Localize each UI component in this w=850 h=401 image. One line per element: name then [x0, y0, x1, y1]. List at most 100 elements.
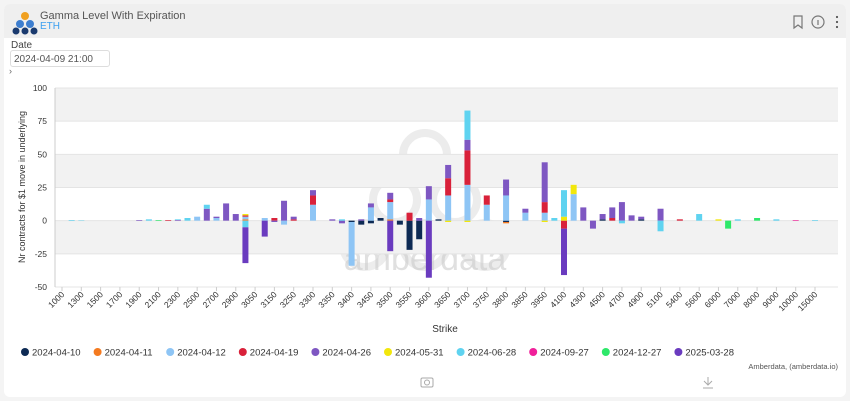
bar-segment [715, 219, 722, 221]
bar-segment [541, 162, 548, 203]
bar-segment [734, 219, 741, 221]
bar-segment [387, 220, 394, 252]
legend-marker [238, 348, 247, 356]
x-tick-label: 3400 [336, 289, 357, 310]
bar-segment [242, 220, 249, 228]
bar-segment [242, 214, 249, 216]
bar-segment [445, 195, 452, 221]
legend-label[interactable]: 2024-04-10 [32, 348, 81, 359]
x-tick-label: 4900 [625, 289, 646, 310]
bar-segment [406, 220, 413, 250]
x-tick-label: 3650 [432, 289, 453, 310]
legend-label[interactable]: 2024-04-12 [177, 348, 226, 359]
x-tick-label: 1700 [104, 289, 125, 310]
x-tick-label: 10000 [776, 289, 800, 313]
bar-segment [203, 204, 210, 209]
legend-label[interactable]: 2024-06-28 [468, 348, 517, 359]
bar-segment [522, 208, 529, 213]
panel-subtitle: ETH [40, 21, 60, 32]
download-icon[interactable] [703, 377, 713, 389]
bar-segment [155, 220, 162, 221]
legend-marker [166, 348, 175, 356]
bar-segment [184, 218, 191, 221]
toolbar [793, 15, 839, 30]
bar-segment [589, 220, 596, 229]
bar-segment [174, 219, 181, 221]
bar-segment [725, 220, 732, 229]
x-tick-label: 3550 [394, 289, 415, 310]
bar-segment [271, 220, 278, 222]
x-tick-label: 4500 [587, 289, 608, 310]
x-tick-label: 2100 [143, 289, 164, 310]
x-tick-label: 1500 [85, 289, 106, 310]
x-tick-label: 4100 [548, 289, 569, 310]
legend-label[interactable]: 2024-05-31 [395, 348, 444, 359]
bar-segment [387, 199, 394, 203]
legend-marker [456, 348, 465, 356]
bar-segment [174, 220, 181, 221]
bar-segment [232, 214, 239, 221]
legend-label[interactable]: 2024-09-27 [540, 348, 589, 359]
bar-segment [213, 218, 220, 221]
date-input[interactable]: 2024-04-09 21:00 [10, 50, 110, 67]
bar-segment [348, 220, 355, 222]
bar-segment [792, 220, 799, 221]
bar-segment [676, 219, 683, 221]
bar-segment [483, 195, 490, 205]
bar-segment [261, 220, 268, 237]
legend-label[interactable]: 2024-04-19 [250, 348, 299, 359]
expand-arrow[interactable]: › [9, 66, 12, 76]
bar-segment [271, 218, 278, 221]
bar-segment [522, 212, 529, 221]
bar-segment [464, 150, 471, 185]
x-tick-label: 6000 [702, 289, 723, 310]
bar-segment [561, 216, 567, 221]
bar-segment [387, 202, 394, 220]
info-icon[interactable] [811, 15, 825, 29]
bar-segment [136, 220, 143, 221]
x-tick-label: 8000 [741, 289, 762, 310]
legend-label[interactable]: 2024-12-27 [613, 348, 662, 359]
bar-segment [609, 218, 616, 221]
y-tick-label: -50 [35, 282, 48, 292]
panel-header: Gamma Level With Expiration ETH [4, 4, 846, 38]
bar-segment [358, 220, 365, 225]
x-tick-label: 2700 [200, 289, 221, 310]
bar-segment [503, 179, 510, 196]
legend-marker [311, 348, 320, 356]
bar-segment [696, 214, 703, 221]
more-icon[interactable] [835, 15, 839, 19]
legend-label[interactable]: 2024-04-26 [322, 348, 371, 359]
x-tick-label: 1900 [123, 289, 144, 310]
bar-segment [812, 220, 818, 221]
bar-segment [242, 219, 249, 221]
bar-segment [503, 195, 510, 221]
camera-icon[interactable] [420, 377, 434, 388]
legend-label[interactable]: 2024-04-11 [105, 348, 153, 359]
y-tick-label: 75 [38, 116, 48, 126]
bar-segment [348, 221, 355, 266]
x-tick-label: 3950 [529, 289, 550, 310]
legend-label[interactable]: 2025-03-28 [685, 348, 734, 359]
bookmark-icon[interactable] [793, 15, 803, 30]
x-tick-label: 5400 [664, 289, 685, 310]
x-tick-label: 2900 [220, 289, 241, 310]
bar-segment [483, 204, 490, 221]
bar-segment [618, 220, 625, 224]
bar-segment [310, 204, 316, 221]
bar-segment [290, 216, 297, 220]
panel: Gamma Level With Expiration ETH Date 202… [4, 4, 846, 397]
bar-segment [551, 218, 558, 221]
logo [12, 12, 38, 35]
bar-segment [406, 212, 413, 221]
x-tick-label: 15000 [796, 289, 820, 313]
x-tick-label: 3500 [374, 289, 395, 310]
y-tick-label: 25 [38, 183, 48, 193]
grid-band [55, 88, 838, 122]
bar-segment [773, 219, 780, 221]
x-tick-label: 1000 [46, 289, 67, 310]
bar-segment [561, 228, 567, 276]
x-tick-label: 3600 [413, 289, 434, 310]
bar-segment [570, 184, 577, 195]
